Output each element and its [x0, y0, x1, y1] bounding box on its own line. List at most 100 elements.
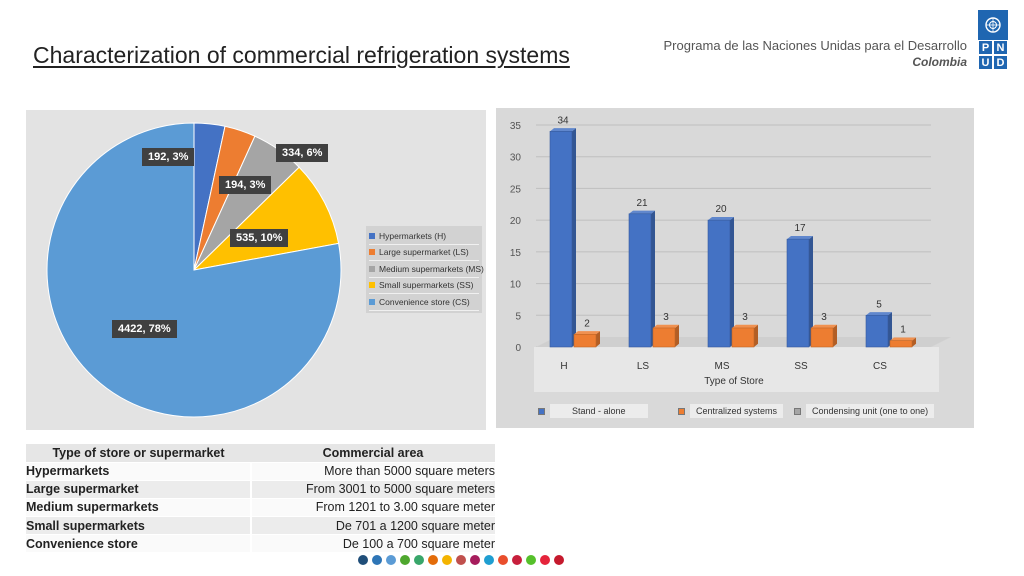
y-tick-label: 5 — [515, 311, 521, 322]
bar — [573, 334, 597, 348]
logo-letter: D — [993, 55, 1008, 70]
bar — [549, 131, 573, 348]
bar-top — [890, 337, 916, 341]
bar-legend: Stand - alone Centralized systems Conden… — [526, 402, 966, 420]
bar-data-label: 20 — [715, 204, 727, 215]
store-type-cell: Medium supermarkets — [26, 498, 251, 518]
x-tick-label: LS — [637, 361, 650, 372]
store-type-cell: Hypermarkets — [26, 462, 251, 481]
legend-swatch — [369, 265, 375, 272]
bar-chart-panel: 0 5 10 15 20 25 30 35 34 2 H 21 3 LS 20 3 MS 17 3 SS 5 1 CS Typ… — [496, 108, 974, 428]
bar-side — [754, 324, 758, 347]
sdg-color-dots — [358, 555, 564, 566]
bar-top — [574, 331, 600, 335]
table-row: Large supermarket From 3001 to 5000 squa… — [26, 480, 495, 499]
pie-chart-panel: 192, 3% 194, 3% 334, 6% 535, 10% 4422, 7… — [26, 110, 486, 430]
sdg-dot — [442, 555, 452, 565]
bar-side — [572, 128, 576, 347]
sdg-dot — [554, 555, 564, 565]
y-tick-label: 20 — [510, 216, 522, 227]
store-type-cell: Large supermarket — [26, 480, 251, 499]
pie-legend-label: Large supermarket (LS) — [379, 247, 469, 258]
pie-slice — [46, 122, 342, 418]
table-row: Medium supermarkets From 1201 to 3.00 sq… — [26, 498, 495, 518]
bar-side — [809, 235, 813, 347]
legend-swatch — [369, 282, 375, 289]
bar-data-label: 34 — [557, 115, 569, 126]
y-tick-label: 35 — [510, 121, 522, 132]
commercial-area-cell: De 100 a 700 square meter — [250, 534, 495, 554]
commercial-area-cell: De 701 a 1200 square meter — [250, 516, 495, 536]
pie-legend-label: Small supermarkets (SS) — [379, 280, 474, 291]
sdg-dot — [484, 555, 494, 565]
bar — [810, 327, 834, 348]
commercial-area-cell: From 3001 to 5000 square meters — [250, 480, 495, 499]
sdg-dot — [456, 555, 466, 565]
bar — [652, 327, 676, 348]
bar-top — [866, 312, 892, 316]
sdg-dot — [372, 555, 382, 565]
bar-side — [675, 324, 679, 347]
pie-legend-item: Hypermarkets (H) — [369, 228, 479, 245]
bar-chart: 0 5 10 15 20 25 30 35 34 2 H 21 3 LS 20 3 MS 17 3 SS 5 1 CS Typ… — [510, 115, 951, 392]
sdg-dot — [414, 555, 424, 565]
bar-top — [653, 324, 679, 328]
logo-letter: N — [993, 40, 1008, 55]
bar-data-label: 3 — [742, 312, 748, 323]
bar-data-label: 2 — [584, 318, 590, 329]
bar-legend-label: Condensing unit (one to one) — [806, 404, 935, 418]
legend-swatch — [369, 249, 375, 256]
bar-top — [732, 324, 758, 328]
sdg-dot — [498, 555, 508, 565]
sdg-dot — [386, 555, 396, 565]
bar-top — [550, 128, 576, 132]
bar-legend-label: Stand - alone — [550, 404, 648, 418]
bar-side — [651, 210, 655, 347]
table-row: Small supermarkets De 701 a 1200 square … — [26, 516, 495, 536]
bar — [786, 238, 810, 348]
legend-swatch — [538, 407, 545, 415]
x-tick-label: SS — [794, 361, 808, 372]
store-area-table: Type of store or supermarket Commercial … — [26, 444, 495, 554]
bar-data-label: 1 — [900, 325, 906, 336]
bar-data-label: 3 — [663, 312, 669, 323]
sdg-dot — [358, 555, 368, 565]
bar — [865, 314, 889, 348]
legend-swatch — [369, 232, 375, 239]
pie-legend-item: Convenience store (CS) — [369, 294, 479, 311]
sdg-dot — [540, 555, 550, 565]
legend-swatch — [369, 298, 375, 305]
pie-legend: Hypermarkets (H) Large supermarket (LS) … — [366, 226, 484, 313]
page-title: Characterization of commercial refrigera… — [33, 42, 570, 68]
y-tick-label: 25 — [510, 184, 522, 195]
table-header: Commercial area — [251, 444, 495, 463]
bar-legend-item: Stand - alone — [538, 402, 678, 420]
sdg-dot — [400, 555, 410, 565]
pie-legend-label: Medium supermarkets (MS) — [379, 263, 484, 274]
bar-side — [596, 331, 600, 347]
sdg-dot — [470, 555, 480, 565]
commercial-area-cell: From 1201 to 3.00 square meter — [250, 498, 495, 518]
bar-legend-item: Centralized systems — [678, 402, 808, 420]
logo-letter: P — [978, 40, 993, 55]
table-header: Type of store or supermarket — [26, 444, 251, 463]
commercial-area-cell: More than 5000 square meters — [250, 462, 495, 481]
bar — [731, 327, 755, 348]
bar — [628, 213, 652, 348]
y-tick-label: 30 — [510, 153, 522, 164]
bar-data-label: 21 — [636, 198, 648, 209]
pie-data-label-ms: 334, 6% — [276, 144, 329, 162]
bar-top — [787, 235, 813, 240]
store-type-cell: Convenience store — [26, 534, 251, 554]
sdg-dot — [512, 555, 522, 565]
pie-data-label-ls: 194, 3% — [219, 176, 272, 194]
bar-side — [888, 312, 892, 347]
pie-data-label-cs: 4422, 78% — [112, 320, 177, 338]
pie-legend-label: Hypermarkets (H) — [379, 230, 447, 241]
legend-swatch — [794, 407, 801, 415]
bar-legend-label: Centralized systems — [690, 404, 784, 418]
table-row: Hypermarkets More than 5000 square meter… — [26, 462, 495, 481]
bar-legend-item: Condensing unit (one to one) — [794, 402, 974, 420]
x-tick-label: MS — [715, 361, 730, 372]
pie-chart — [46, 122, 342, 418]
